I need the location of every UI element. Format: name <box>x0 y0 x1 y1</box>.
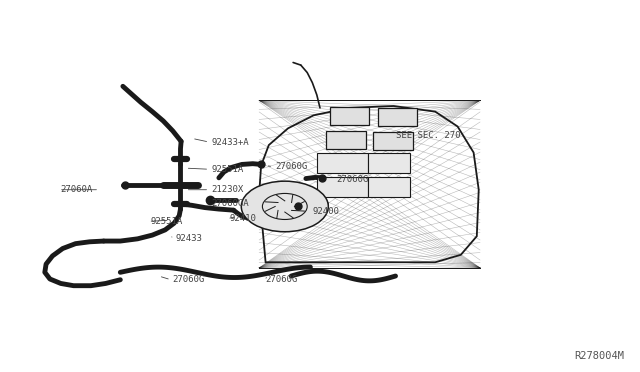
Bar <box>373 132 413 150</box>
Text: R278004M: R278004M <box>574 351 624 361</box>
Bar <box>330 107 369 125</box>
Text: 27060G: 27060G <box>173 275 205 284</box>
Text: 92551A: 92551A <box>150 217 182 226</box>
Text: 27060G: 27060G <box>266 275 298 284</box>
Text: 27060G: 27060G <box>275 162 307 171</box>
Text: 27060G: 27060G <box>336 175 368 184</box>
Bar <box>368 153 410 173</box>
Text: 21230X: 21230X <box>211 185 243 194</box>
Bar <box>368 177 410 197</box>
Text: 92410: 92410 <box>229 214 256 223</box>
Text: 92400: 92400 <box>312 207 339 216</box>
Circle shape <box>241 181 328 232</box>
Bar <box>317 177 368 197</box>
Text: 27060GA: 27060GA <box>211 199 249 208</box>
Text: 27060A: 27060A <box>61 185 93 194</box>
Text: 92433+A: 92433+A <box>211 138 249 147</box>
Text: SEE SEC. 270: SEE SEC. 270 <box>396 131 460 140</box>
Text: 92551A: 92551A <box>211 165 243 174</box>
Bar <box>378 108 417 126</box>
Text: 92433: 92433 <box>176 234 203 243</box>
Bar <box>317 153 368 173</box>
Bar <box>326 131 366 149</box>
